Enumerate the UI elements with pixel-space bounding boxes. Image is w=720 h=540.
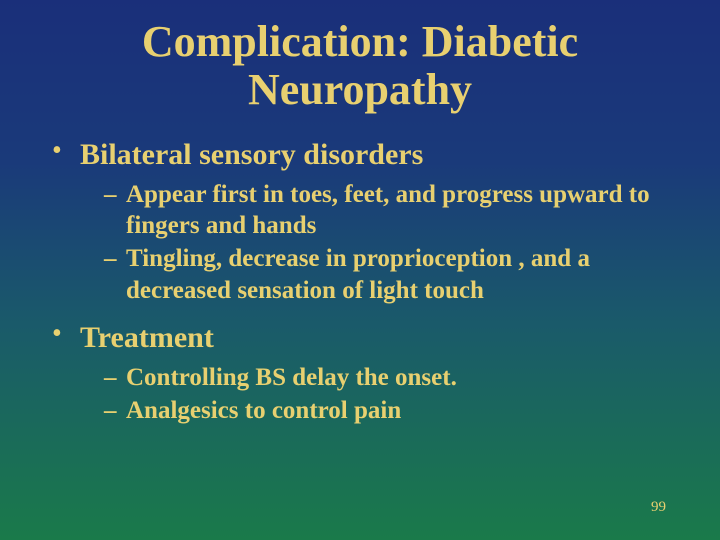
sub-item: Appear first in toes, feet, and progress… [104,179,680,242]
sub-list: Appear first in toes, feet, and progress… [80,179,680,306]
slide: Complication: Diabetic Neuropathy Bilate… [0,0,720,540]
bullet-heading: Bilateral sensory disorders [80,137,680,173]
page-number: 99 [651,499,666,516]
sub-item: Tingling, decrease in proprioception , a… [104,243,680,306]
slide-title: Complication: Diabetic Neuropathy [40,18,680,115]
bullet-item: Bilateral sensory disorders Appear first… [44,137,680,306]
sub-item: Controlling BS delay the onset. [104,362,680,393]
bullet-item: Treatment Controlling BS delay the onset… [44,320,680,427]
sub-list: Controlling BS delay the onset. Analgesi… [80,362,680,427]
sub-item: Analgesics to control pain [104,395,680,426]
bullet-list: Bilateral sensory disorders Appear first… [40,137,680,427]
bullet-heading: Treatment [80,320,680,356]
